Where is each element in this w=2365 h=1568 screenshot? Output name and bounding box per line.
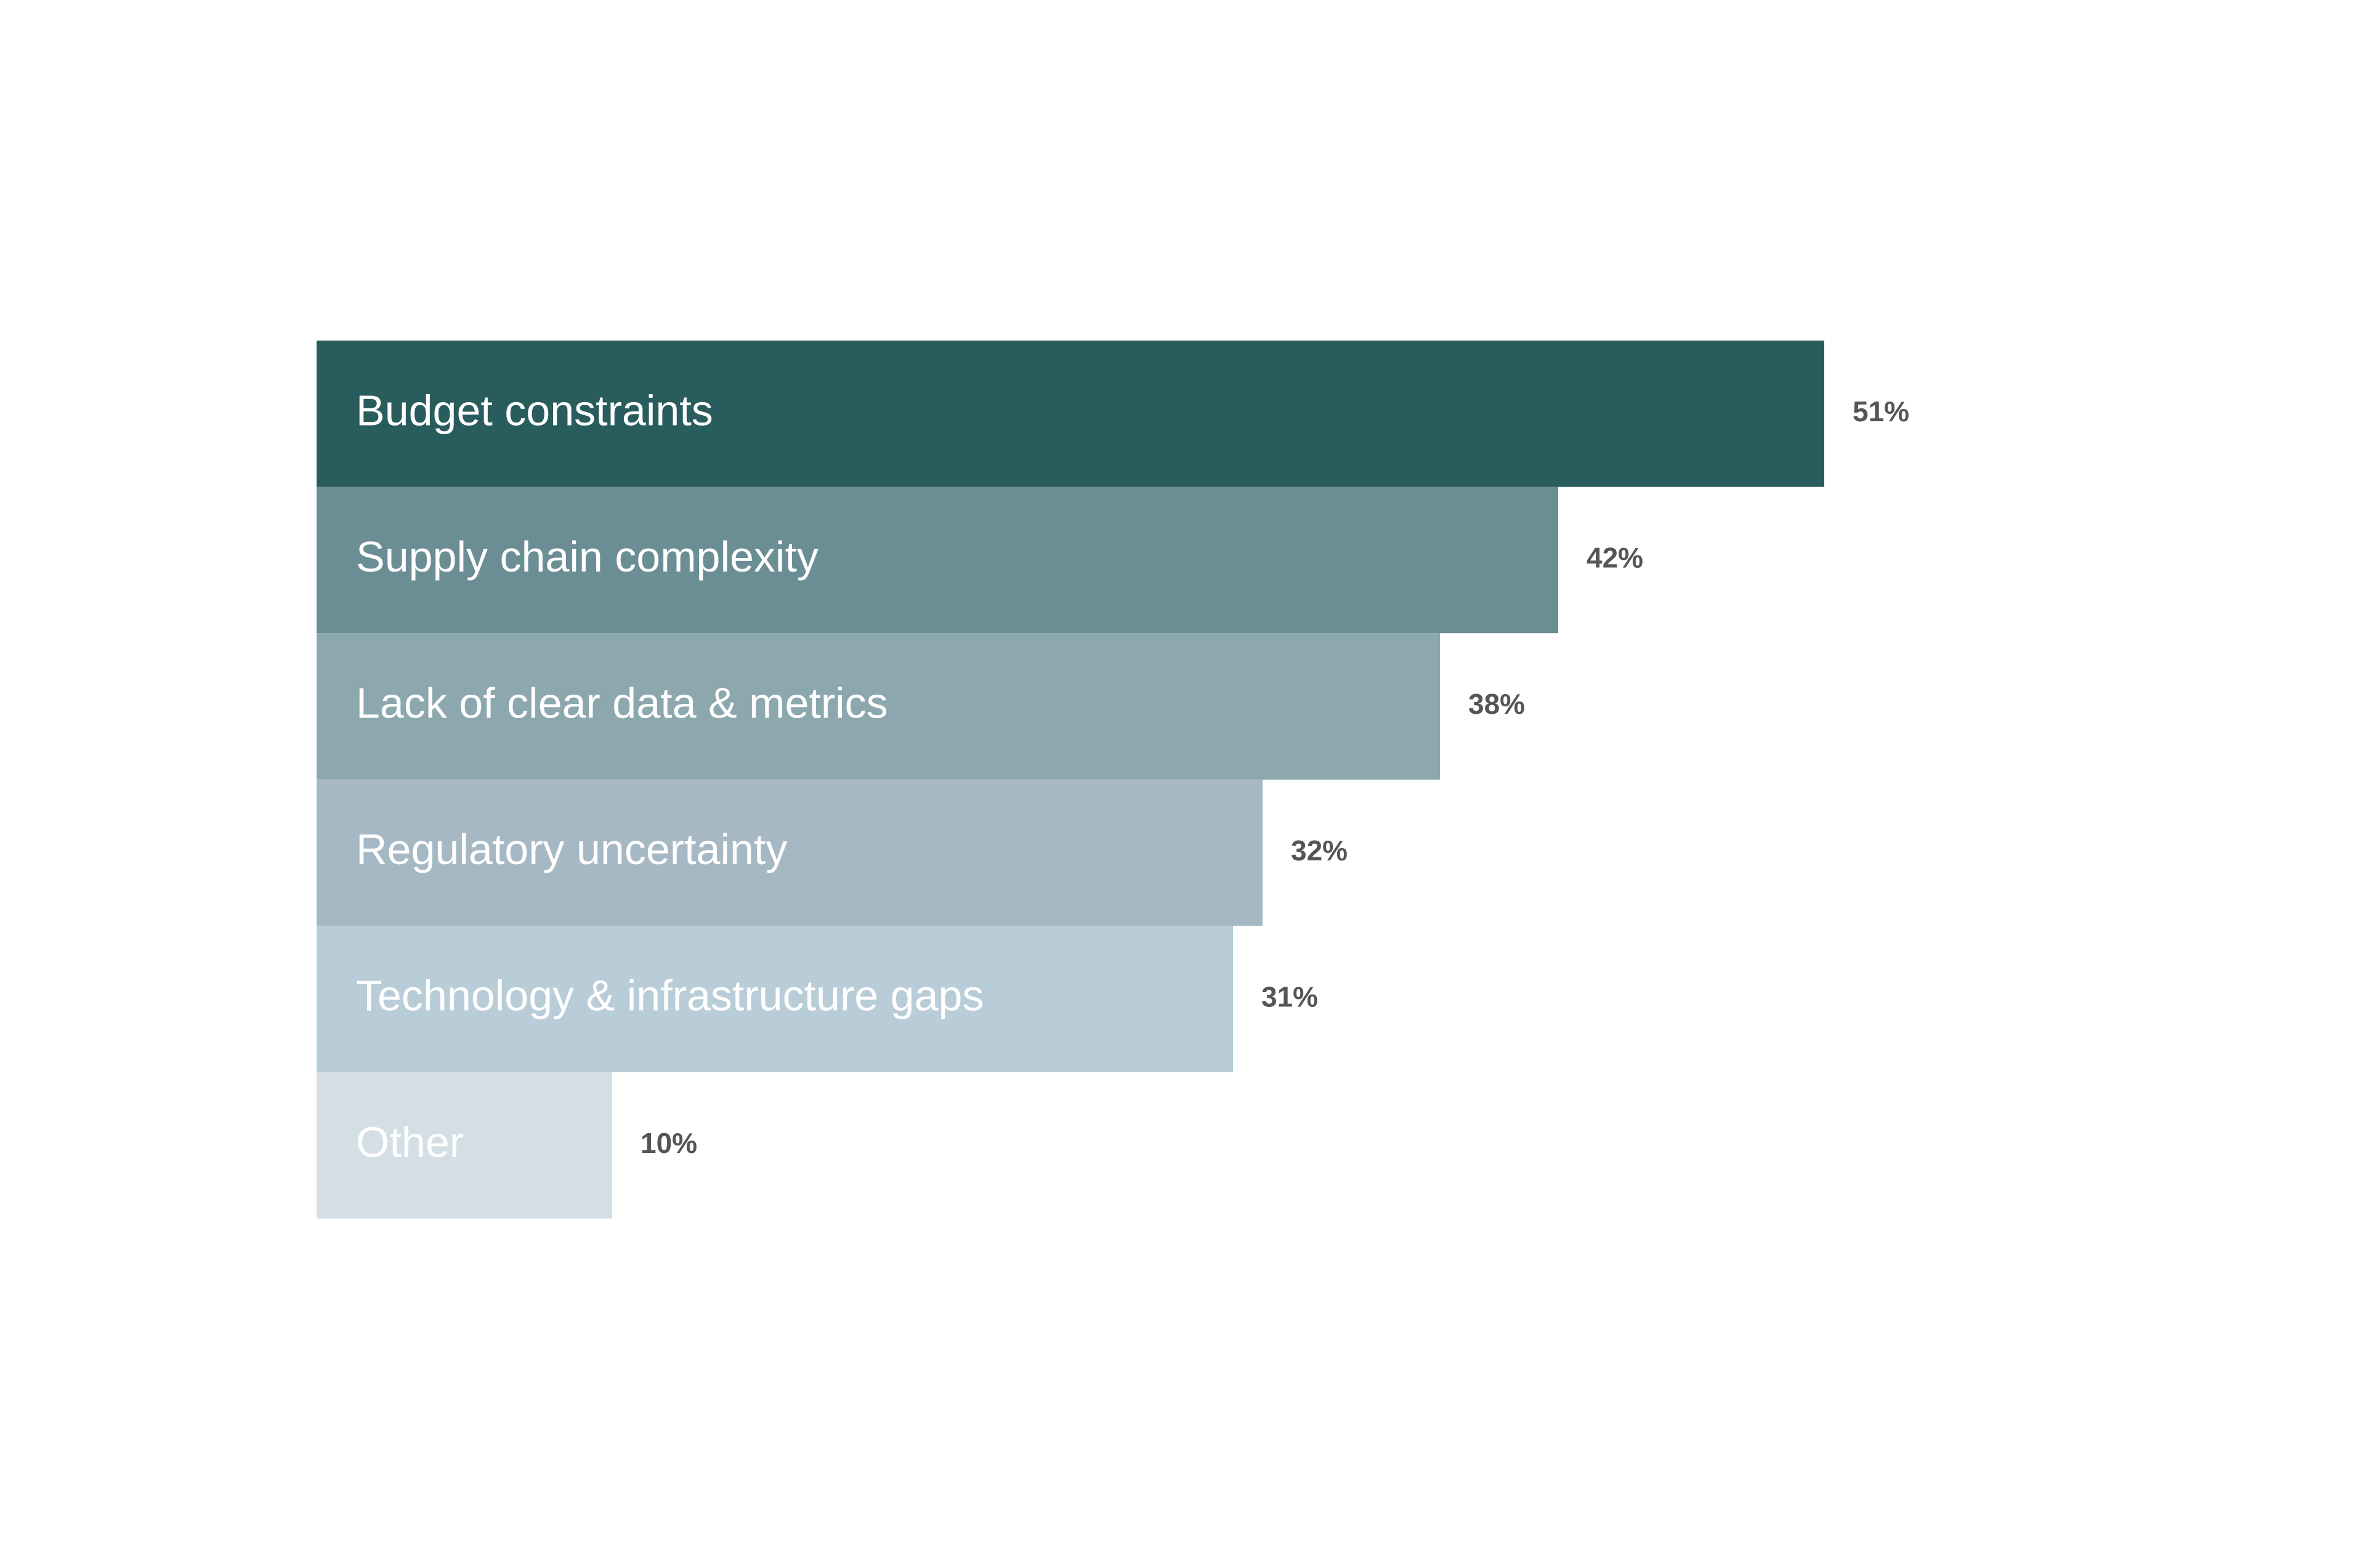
bar <box>317 487 1558 634</box>
value-label: 10% <box>641 1127 697 1159</box>
bar <box>317 779 1263 926</box>
category-label: Regulatory uncertainty <box>356 825 787 873</box>
category-label: Other <box>356 1118 464 1166</box>
value-label: 38% <box>1468 688 1525 720</box>
value-label: 32% <box>1291 835 1348 867</box>
bar <box>317 633 1440 780</box>
value-label: 42% <box>1587 542 1643 574</box>
bar <box>317 341 1824 487</box>
bar <box>317 1072 612 1219</box>
bar <box>317 926 1233 1072</box>
value-label: 51% <box>1853 395 1909 427</box>
category-label: Budget constraints <box>356 386 713 434</box>
category-label: Supply chain complexity <box>356 533 819 581</box>
category-label: Lack of clear data & metrics <box>356 679 888 727</box>
category-label: Technology & infrastructure gaps <box>356 972 984 1020</box>
value-label: 31% <box>1261 980 1318 1012</box>
